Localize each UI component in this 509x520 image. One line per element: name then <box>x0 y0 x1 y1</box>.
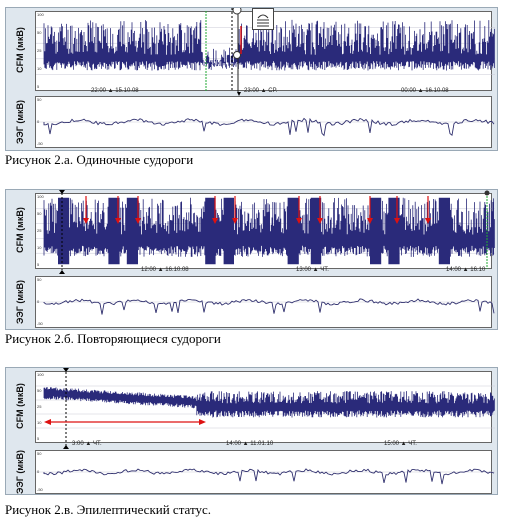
tick-label: -50 <box>37 487 44 492</box>
time-label: 14:00 ▲ 16.10 <box>446 267 486 273</box>
eeg-trace-a: 50 0 -50 <box>36 97 495 146</box>
eeg-trace-c: 50 0 -50 <box>36 451 495 492</box>
cfm-band <box>43 387 495 418</box>
eeg-wave <box>43 298 495 315</box>
figure-caption: Рисунок 2.в. Эпилептический статус. <box>5 502 212 517</box>
cursor-triangle-icon <box>63 445 69 449</box>
note-icon[interactable] <box>252 8 274 30</box>
tick-label: 5 <box>37 262 40 267</box>
cfm-axis-label: CFM (мкВ) <box>15 27 25 73</box>
tick-label: 10 <box>37 66 42 71</box>
tick-label: 50 <box>37 97 42 102</box>
tick-label: -50 <box>37 321 44 326</box>
tick-label: 50 <box>37 451 42 456</box>
figure-c: CFM (мкВ) 100 50 25 10 5 3:00 ▲ ЧТ. 14:00 ▲ … <box>0 362 509 520</box>
cfm-chart-b: 100 50 25 10 5 <box>35 193 495 269</box>
time-label: 13:00 ▲ ЧТ. <box>296 267 329 273</box>
tick-label: 0 <box>37 469 40 474</box>
eeg-axis-label: ЭЭГ (мкВ) <box>15 449 26 495</box>
tick-label: 5 <box>37 436 40 441</box>
time-label: 3:00 ▲ ЧТ. <box>72 441 102 447</box>
tick-label: 25 <box>37 228 42 233</box>
tick-label: 5 <box>37 84 40 89</box>
cursor-triangle-icon <box>59 270 65 274</box>
eeg-wave <box>43 117 495 137</box>
cfm-trace-b: 100 50 25 10 5 <box>36 194 495 267</box>
recording-panel-b: CFM (мкВ) 100 50 25 10 5 12:00 ▲ 16.10.08 13… <box>5 189 498 330</box>
time-label: 12:00 ▲ 16.10.08 <box>141 267 189 273</box>
time-label: 00:00 ▲ 16.10.08 <box>401 88 449 94</box>
tick-label: 100 <box>37 372 44 377</box>
tick-label: 25 <box>37 404 42 409</box>
recording-panel-a: CFM (мкВ) 100 50 25 10 5 22:00 ▲ 15.10.08 23… <box>5 7 498 151</box>
eeg-axis-label: ЭЭГ (мкВ) <box>15 279 26 325</box>
eeg-chart-a: 50 0 -50 <box>35 96 495 148</box>
time-label: 23:00 ▲ СР. <box>244 88 278 94</box>
tick-label: 10 <box>37 245 42 250</box>
cfm-trace-a: 100 50 25 10 5 <box>36 12 495 89</box>
tick-label: 10 <box>37 420 42 425</box>
time-label: 15:00 ▲ ЧТ. <box>384 441 417 447</box>
figure-a: CFM (мкВ) 100 50 25 10 5 22:00 ▲ 15.10.08 23… <box>0 0 509 175</box>
cfm-band <box>43 197 495 265</box>
figure-caption: Рисунок 2.б. Повторяющиеся судороги <box>5 331 221 346</box>
time-label: 22:00 ▲ 15.10.08 <box>91 88 139 94</box>
time-label: 14:00 ▲ 11.01.10 <box>226 441 274 447</box>
recording-panel-c: CFM (мкВ) 100 50 25 10 5 3:00 ▲ ЧТ. 14:00 ▲ … <box>5 367 498 495</box>
cfm-axis-label: CFM (мкВ) <box>15 207 25 253</box>
tick-label: -50 <box>37 141 44 146</box>
tick-label: 50 <box>37 211 42 216</box>
eeg-trace-b: 50 0 -50 <box>36 277 495 326</box>
tick-label: 25 <box>37 48 42 53</box>
cfm-axis-label: CFM (мкВ) <box>15 383 25 429</box>
tick-label: 100 <box>37 12 44 17</box>
cfm-band <box>43 19 495 71</box>
tick-label: 50 <box>37 277 42 282</box>
cfm-trace-c: 100 50 25 10 5 <box>36 372 495 441</box>
figure-caption: Рисунок 2.а. Одиночные судороги <box>5 152 194 167</box>
tick-label: 0 <box>37 299 40 304</box>
tick-label: 50 <box>37 30 42 35</box>
figure-b: CFM (мкВ) 100 50 25 10 5 12:00 ▲ 16.10.08 13… <box>0 182 509 352</box>
eeg-axis-label: ЭЭГ (мкВ) <box>15 99 26 145</box>
tick-label: 0 <box>37 119 40 124</box>
eeg-chart-b: 50 0 -50 <box>35 276 495 328</box>
eeg-wave <box>43 468 495 485</box>
eeg-chart-c: 50 0 -50 <box>35 450 495 494</box>
tick-label: 100 <box>37 194 44 199</box>
cfm-chart-c: 100 50 25 10 5 <box>35 371 495 443</box>
tick-label: 50 <box>37 388 42 393</box>
note-icon-glyph <box>257 14 269 27</box>
